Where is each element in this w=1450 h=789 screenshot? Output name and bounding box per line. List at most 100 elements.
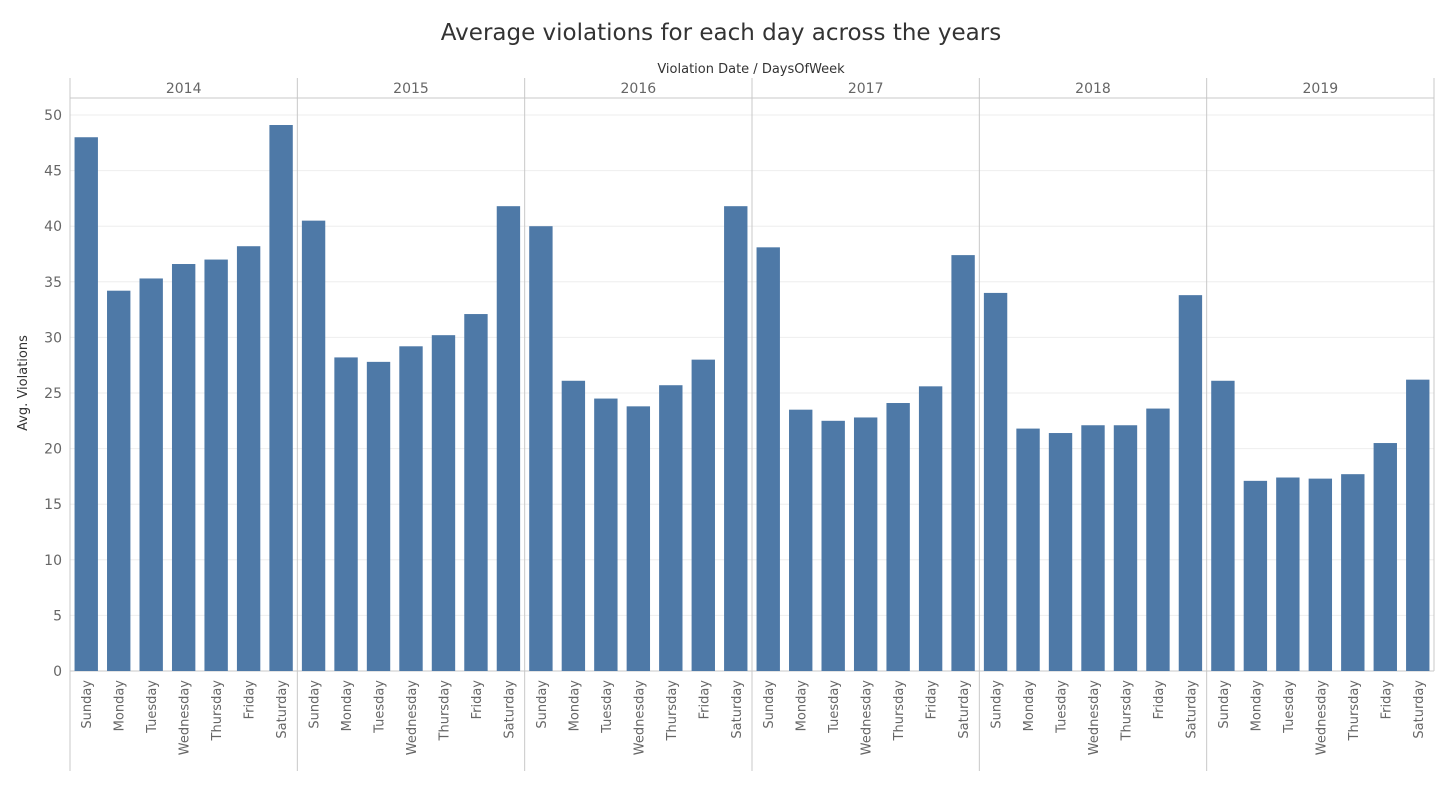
day-label: Saturday <box>1184 680 1199 739</box>
day-label: Wednesday <box>632 680 647 756</box>
y-tick-label: 50 <box>44 108 62 124</box>
year-header-2018: 2018 <box>1075 81 1111 97</box>
day-label: Tuesday <box>827 680 842 734</box>
y-tick-label: 5 <box>53 608 62 624</box>
day-label: Wednesday <box>178 680 193 756</box>
bar-2019-tuesday <box>1276 477 1300 671</box>
bar-2018-thursday <box>1113 425 1138 671</box>
day-label: Friday <box>243 680 258 720</box>
day-label: Sunday <box>80 680 95 729</box>
day-labels: Sunday Monday Tuesday Wednesday Thursday Frid… <box>80 680 1427 756</box>
bar-2017-tuesday <box>821 420 845 671</box>
y-tick-label: 10 <box>44 553 62 569</box>
bar-2019-sunday <box>1211 380 1235 671</box>
bar-2014-tuesday <box>139 278 163 671</box>
bar-2018-friday <box>1146 408 1170 671</box>
y-tick-label: 25 <box>44 386 62 402</box>
bar-2014-friday <box>236 246 261 671</box>
bar-2018-wednesday <box>1081 425 1105 671</box>
year-header-2014: 2014 <box>166 81 202 97</box>
year-header-2019: 2019 <box>1303 81 1339 97</box>
day-label: Sunday <box>535 680 550 729</box>
bar-2016-thursday <box>659 385 683 671</box>
bar-2015-saturday <box>496 206 521 671</box>
year-header-2015: 2015 <box>393 81 429 97</box>
bar-2019-saturday <box>1406 379 1430 671</box>
bars <box>74 125 1430 672</box>
day-label: Thursday <box>665 680 680 742</box>
y-tick-label: 35 <box>44 275 62 291</box>
day-label: Wednesday <box>860 680 875 756</box>
bar-2019-friday <box>1373 443 1397 671</box>
day-label: Sunday <box>308 680 323 729</box>
day-label: Saturday <box>275 680 290 739</box>
bar-2014-saturday <box>269 125 293 672</box>
day-label: Monday <box>1249 680 1264 732</box>
bar-2017-wednesday <box>853 417 878 671</box>
y-tick-label: 40 <box>44 219 62 235</box>
day-label: Sunday <box>990 680 1005 729</box>
day-label: Friday <box>470 680 485 720</box>
bar-2015-monday <box>334 357 358 671</box>
bar-2017-monday <box>789 409 813 671</box>
bar-2015-wednesday <box>399 346 423 671</box>
day-label: Friday <box>1152 680 1167 720</box>
day-label: Thursday <box>1347 680 1362 742</box>
y-tick-label: 30 <box>44 330 62 346</box>
day-label: Tuesday <box>145 680 160 734</box>
bar-2015-thursday <box>431 335 456 671</box>
bar-2016-monday <box>561 380 586 671</box>
day-label: Saturday <box>502 680 517 739</box>
day-label: Wednesday <box>1314 680 1329 756</box>
bar-2014-sunday <box>74 137 98 672</box>
bar-2017-friday <box>918 386 943 671</box>
day-label: Tuesday <box>600 680 615 734</box>
day-label: Thursday <box>437 680 452 742</box>
day-label: Saturday <box>1412 680 1427 739</box>
y-axis-ticks: 0 5 10 15 20 25 30 35 40 45 50 <box>44 108 62 680</box>
day-label: Saturday <box>957 680 972 739</box>
bar-2015-tuesday <box>366 361 391 671</box>
day-label: Friday <box>1379 680 1394 720</box>
bar-2019-monday <box>1243 480 1268 671</box>
day-label: Sunday <box>762 680 777 729</box>
day-label: Monday <box>1022 680 1037 732</box>
year-header-2016: 2016 <box>621 81 657 97</box>
day-label: Thursday <box>1119 680 1134 742</box>
day-label: Monday <box>113 680 128 732</box>
day-label: Saturday <box>730 680 745 739</box>
year-headers: 2014 2015 2016 2017 2018 2019 <box>166 81 1338 97</box>
bar-2018-sunday <box>983 292 1008 671</box>
bar-2018-saturday <box>1178 295 1203 671</box>
day-label: Tuesday <box>1282 680 1297 734</box>
y-tick-label: 0 <box>53 664 62 680</box>
year-header-2017: 2017 <box>848 81 884 97</box>
bar-2015-friday <box>464 314 488 671</box>
bar-2016-sunday <box>529 226 553 671</box>
bar-2016-friday <box>691 359 715 671</box>
day-label: Monday <box>795 680 810 732</box>
day-label: Friday <box>925 680 940 720</box>
bar-2017-sunday <box>756 247 780 671</box>
panel-frame <box>69 78 1435 771</box>
day-label: Wednesday <box>1087 680 1102 756</box>
bar-2016-tuesday <box>594 398 618 671</box>
bar-2018-tuesday <box>1048 433 1073 671</box>
bar-2017-saturday <box>951 255 975 671</box>
y-tick-label: 20 <box>44 442 62 458</box>
y-axis-label: Avg. Violations <box>16 335 31 431</box>
day-label: Thursday <box>892 680 907 742</box>
chart-title: Average violations for each day across t… <box>441 20 1001 46</box>
bar-2016-saturday <box>724 206 748 671</box>
y-tick-label: 15 <box>44 497 62 513</box>
bar-2018-monday <box>1016 428 1040 671</box>
day-label: Wednesday <box>405 680 420 756</box>
bar-2014-monday <box>107 290 131 671</box>
bar-2017-thursday <box>886 403 910 671</box>
bar-2015-sunday <box>301 220 326 671</box>
day-label: Tuesday <box>1055 680 1070 734</box>
bar-2016-wednesday <box>626 406 651 671</box>
day-label: Tuesday <box>373 680 388 734</box>
bar-2014-wednesday <box>171 264 196 671</box>
